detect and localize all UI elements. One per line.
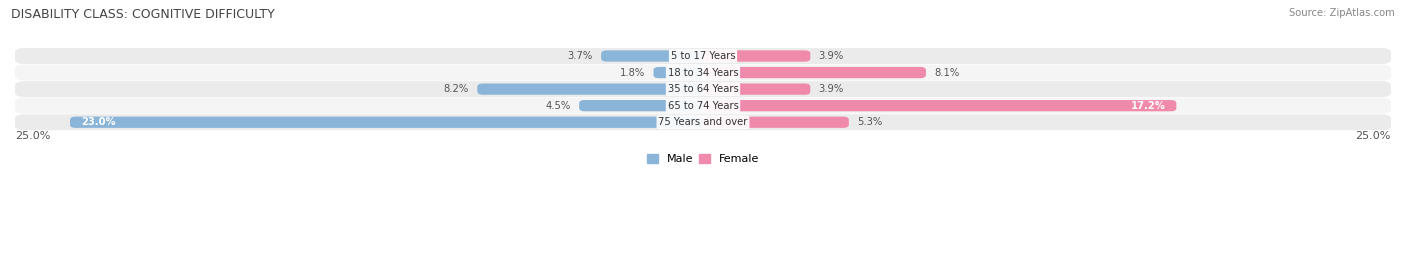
Text: 1.8%: 1.8% <box>620 68 645 77</box>
FancyBboxPatch shape <box>703 117 849 128</box>
Text: 3.9%: 3.9% <box>818 51 844 61</box>
Text: 8.1%: 8.1% <box>934 68 959 77</box>
FancyBboxPatch shape <box>703 83 810 95</box>
Text: 5.3%: 5.3% <box>858 117 883 127</box>
Text: 17.2%: 17.2% <box>1130 101 1166 111</box>
Text: 25.0%: 25.0% <box>15 131 51 141</box>
FancyBboxPatch shape <box>654 67 703 78</box>
FancyBboxPatch shape <box>703 67 927 78</box>
FancyBboxPatch shape <box>70 117 703 128</box>
Text: 5 to 17 Years: 5 to 17 Years <box>671 51 735 61</box>
Text: 35 to 64 Years: 35 to 64 Years <box>668 84 738 94</box>
FancyBboxPatch shape <box>14 81 1392 97</box>
FancyBboxPatch shape <box>14 114 1392 130</box>
Text: 4.5%: 4.5% <box>546 101 571 111</box>
FancyBboxPatch shape <box>602 50 703 62</box>
Text: DISABILITY CLASS: COGNITIVE DIFFICULTY: DISABILITY CLASS: COGNITIVE DIFFICULTY <box>11 8 276 21</box>
FancyBboxPatch shape <box>579 100 703 111</box>
Text: 3.7%: 3.7% <box>568 51 593 61</box>
FancyBboxPatch shape <box>14 48 1392 64</box>
FancyBboxPatch shape <box>14 65 1392 80</box>
Text: 65 to 74 Years: 65 to 74 Years <box>668 101 738 111</box>
Text: Source: ZipAtlas.com: Source: ZipAtlas.com <box>1289 8 1395 18</box>
Legend: Male, Female: Male, Female <box>643 150 763 169</box>
Text: 18 to 34 Years: 18 to 34 Years <box>668 68 738 77</box>
Text: 3.9%: 3.9% <box>818 84 844 94</box>
FancyBboxPatch shape <box>477 83 703 95</box>
FancyBboxPatch shape <box>703 50 810 62</box>
FancyBboxPatch shape <box>703 100 1177 111</box>
Text: 25.0%: 25.0% <box>1355 131 1391 141</box>
Text: 8.2%: 8.2% <box>444 84 470 94</box>
Text: 75 Years and over: 75 Years and over <box>658 117 748 127</box>
Text: 23.0%: 23.0% <box>82 117 115 127</box>
FancyBboxPatch shape <box>14 98 1392 114</box>
